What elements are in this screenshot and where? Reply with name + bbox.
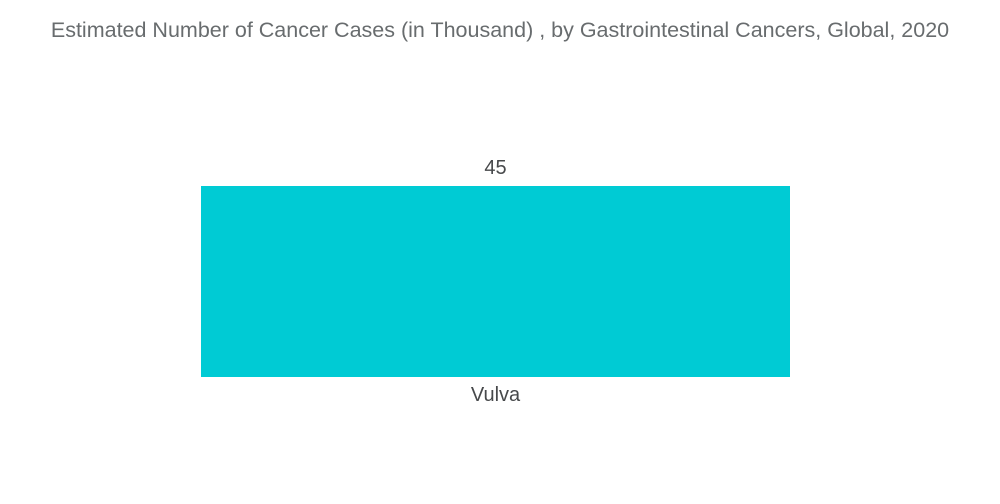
bar-group: 45 <box>201 156 790 377</box>
chart-title: Estimated Number of Cancer Cases (in Tho… <box>50 18 950 42</box>
x-axis-category-label: Vulva <box>470 384 521 406</box>
bar <box>201 186 790 377</box>
bar-value-label: 45 <box>484 157 507 179</box>
